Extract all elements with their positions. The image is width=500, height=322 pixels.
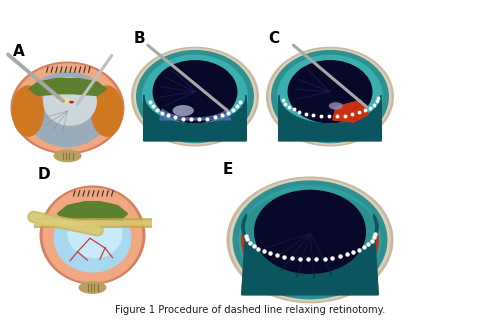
Text: B: B: [134, 31, 145, 46]
Ellipse shape: [271, 50, 389, 143]
Ellipse shape: [24, 72, 110, 147]
Ellipse shape: [268, 48, 392, 145]
Text: D: D: [38, 166, 50, 182]
Ellipse shape: [42, 187, 142, 283]
Ellipse shape: [245, 191, 375, 263]
Polygon shape: [242, 214, 378, 295]
Ellipse shape: [254, 193, 366, 274]
Ellipse shape: [90, 85, 123, 137]
Ellipse shape: [14, 63, 122, 152]
Text: Figure 1 Procedure of dashed line relaxing retinotomy.: Figure 1 Procedure of dashed line relaxi…: [115, 305, 385, 315]
Ellipse shape: [238, 185, 382, 295]
Ellipse shape: [54, 204, 132, 273]
Ellipse shape: [78, 281, 106, 294]
Polygon shape: [278, 95, 382, 141]
Ellipse shape: [40, 185, 146, 285]
Ellipse shape: [152, 60, 238, 124]
Ellipse shape: [226, 176, 394, 303]
Ellipse shape: [232, 180, 388, 299]
Polygon shape: [144, 95, 246, 141]
Ellipse shape: [56, 98, 70, 104]
Polygon shape: [242, 221, 378, 295]
Ellipse shape: [69, 101, 74, 103]
Ellipse shape: [131, 47, 259, 147]
Ellipse shape: [134, 48, 256, 145]
Polygon shape: [333, 100, 368, 122]
Ellipse shape: [254, 190, 366, 271]
Polygon shape: [160, 109, 230, 120]
Ellipse shape: [288, 60, 372, 124]
Ellipse shape: [266, 47, 394, 147]
Ellipse shape: [136, 50, 254, 143]
Polygon shape: [28, 79, 106, 95]
Ellipse shape: [10, 62, 124, 154]
Ellipse shape: [277, 55, 383, 139]
Ellipse shape: [12, 85, 44, 137]
Ellipse shape: [54, 149, 82, 162]
Ellipse shape: [142, 55, 248, 139]
Ellipse shape: [230, 178, 390, 301]
Ellipse shape: [43, 77, 97, 126]
Ellipse shape: [68, 209, 122, 258]
Text: A: A: [12, 43, 24, 59]
Text: E: E: [222, 162, 233, 177]
Ellipse shape: [329, 102, 343, 110]
Polygon shape: [58, 202, 128, 221]
Text: C: C: [268, 31, 280, 46]
Ellipse shape: [172, 105, 194, 116]
